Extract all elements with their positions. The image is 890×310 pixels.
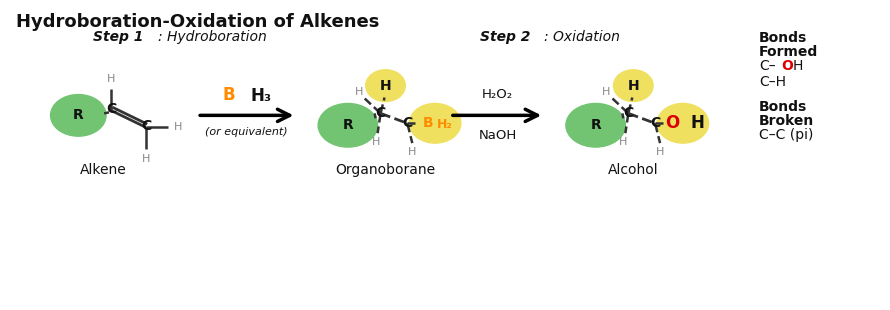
Text: Bonds: Bonds [759,100,807,114]
Text: O: O [781,59,793,73]
Text: O: O [665,114,679,132]
Text: H: H [174,122,182,132]
Text: H₃: H₃ [251,86,271,104]
Ellipse shape [51,95,106,136]
Text: H: H [354,86,363,97]
Text: H: H [380,79,392,93]
Text: Formed: Formed [759,45,819,59]
Text: Broken: Broken [759,114,814,128]
Text: Alcohol: Alcohol [608,163,659,177]
Ellipse shape [566,104,626,147]
Ellipse shape [613,70,653,101]
Text: H: H [409,147,417,157]
Text: H: H [619,137,627,147]
Text: H: H [793,59,804,73]
Text: C: C [142,119,152,133]
Text: NaOH: NaOH [479,129,517,142]
Text: (or equivalent): (or equivalent) [206,127,288,137]
Text: C–H: C–H [759,75,786,89]
Text: H: H [142,154,150,164]
Text: H: H [627,79,639,93]
Text: Hydroboration-Oxidation of Alkenes: Hydroboration-Oxidation of Alkenes [16,13,379,31]
Text: C–C (pi): C–C (pi) [759,128,813,142]
Text: Step 2: Step 2 [480,30,530,44]
Text: H: H [691,114,705,132]
Text: R: R [590,118,601,132]
Text: C: C [402,116,412,130]
Ellipse shape [657,104,708,143]
Text: Organoborane: Organoborane [336,163,435,177]
Text: C: C [106,102,116,117]
Text: Alkene: Alkene [80,163,126,177]
Text: R: R [73,108,84,122]
Text: H: H [603,86,611,97]
Ellipse shape [366,70,405,101]
Text: C: C [650,116,660,130]
Text: H: H [107,74,115,84]
Ellipse shape [409,104,461,143]
Text: H: H [371,137,380,147]
Text: H: H [656,147,664,157]
Text: B: B [423,116,433,130]
Text: B: B [222,86,235,104]
Text: : Hydroboration: : Hydroboration [158,30,266,44]
Text: C–: C– [759,59,776,73]
Text: C: C [376,106,385,120]
Text: Step 1: Step 1 [93,30,143,44]
Text: R: R [343,118,353,132]
Text: C: C [623,106,634,120]
Ellipse shape [318,104,377,147]
Text: Bonds: Bonds [759,31,807,45]
Text: H₂: H₂ [437,118,453,131]
Text: H₂O₂: H₂O₂ [482,88,514,101]
Text: : Oxidation: : Oxidation [544,30,620,44]
